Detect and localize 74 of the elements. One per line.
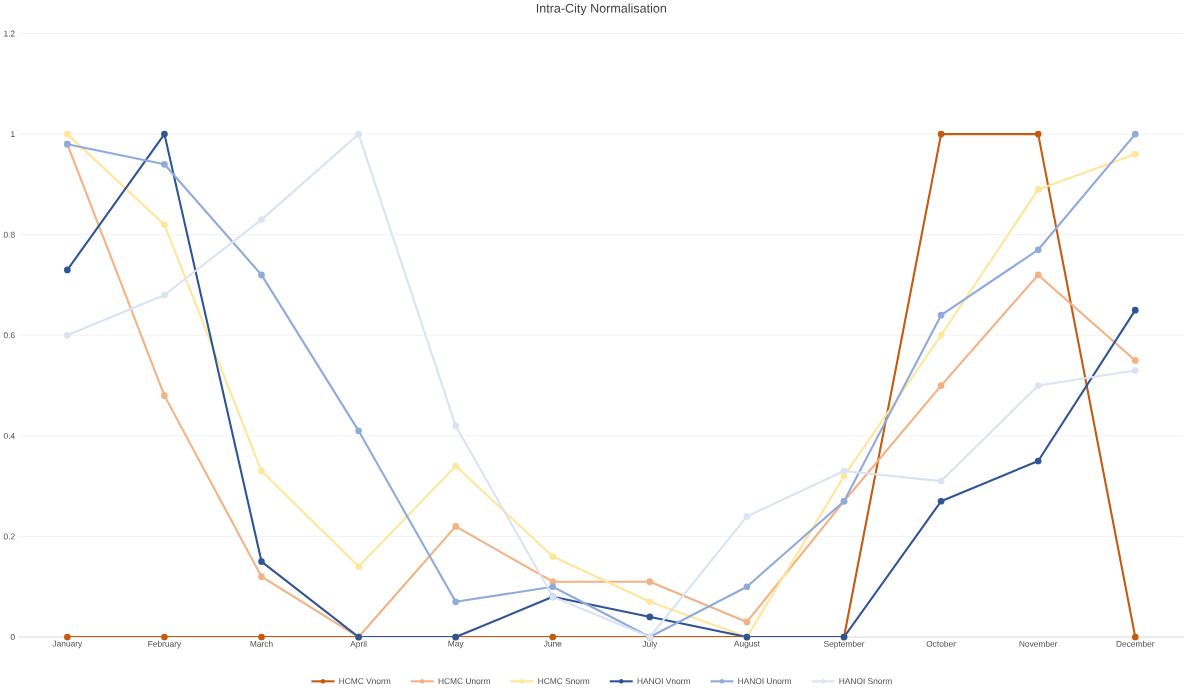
point — [1034, 271, 1042, 279]
point — [258, 558, 265, 566]
x-tick-label: August — [733, 640, 760, 649]
point — [161, 161, 168, 168]
y-tick-label: 0 — [10, 634, 15, 641]
point — [743, 618, 751, 626]
y-tick-label: 0.2 — [3, 533, 15, 540]
point — [549, 578, 557, 586]
legend-label: HANOI Vnorm — [637, 678, 690, 685]
point — [161, 221, 168, 229]
point — [646, 613, 654, 621]
point — [452, 422, 460, 430]
point — [549, 553, 557, 561]
legend-label: HCMC Snorm — [538, 678, 590, 685]
point — [258, 573, 265, 581]
point — [355, 427, 362, 435]
point — [452, 598, 460, 606]
point — [1131, 357, 1139, 364]
x-tick-label: January — [52, 640, 83, 649]
point — [1131, 130, 1139, 138]
legend-label: HCMC Vnorm — [339, 678, 391, 685]
point — [64, 332, 71, 339]
point — [646, 598, 654, 606]
x-tick-label: March — [250, 640, 273, 648]
point — [743, 583, 751, 591]
point — [161, 392, 168, 400]
point — [452, 523, 460, 530]
y-tick-label: 1.2 — [4, 30, 15, 37]
point — [452, 462, 460, 470]
chart-title: Intra-City Normalisation — [536, 3, 667, 16]
legend-label: HCMC Unorm — [438, 678, 490, 685]
point — [64, 266, 71, 274]
point — [355, 130, 362, 138]
point — [258, 467, 265, 475]
point — [1034, 457, 1042, 465]
point — [1034, 130, 1042, 138]
x-tick-label: October — [926, 640, 956, 648]
x-tick-label: April — [350, 640, 367, 649]
y-tick-label: 0.4 — [3, 433, 15, 440]
point — [64, 130, 71, 138]
point — [937, 477, 945, 485]
x-tick-label: May — [448, 640, 464, 649]
x-tick-label: July — [642, 640, 658, 649]
point — [937, 498, 945, 505]
point — [937, 332, 945, 339]
point — [258, 216, 265, 224]
point — [355, 563, 362, 571]
point — [743, 513, 751, 520]
legend-label: HANOI Snorm — [839, 678, 892, 685]
point — [646, 578, 654, 586]
y-tick-label: 1 — [11, 131, 15, 138]
point — [161, 291, 168, 299]
point — [1131, 307, 1139, 314]
x-tick-label: September — [823, 640, 865, 649]
point — [1034, 382, 1042, 390]
x-tick-label: February — [148, 640, 182, 649]
point — [937, 382, 945, 390]
point — [1131, 151, 1139, 158]
point — [1034, 246, 1042, 254]
y-tick-label: 0.8 — [3, 231, 15, 238]
point — [1131, 367, 1139, 375]
x-tick-label: December — [1116, 640, 1155, 648]
legend-label: HANOI Unorm — [738, 678, 791, 685]
point — [840, 467, 848, 475]
x-tick-label: June — [543, 640, 562, 647]
point — [258, 271, 265, 279]
y-tick-label: 0.6 — [3, 332, 15, 339]
point — [1034, 186, 1042, 193]
point — [840, 472, 848, 480]
point — [549, 583, 557, 591]
point — [937, 312, 945, 319]
x-tick-label: November — [1019, 640, 1058, 648]
point — [937, 130, 945, 138]
point — [161, 130, 168, 138]
